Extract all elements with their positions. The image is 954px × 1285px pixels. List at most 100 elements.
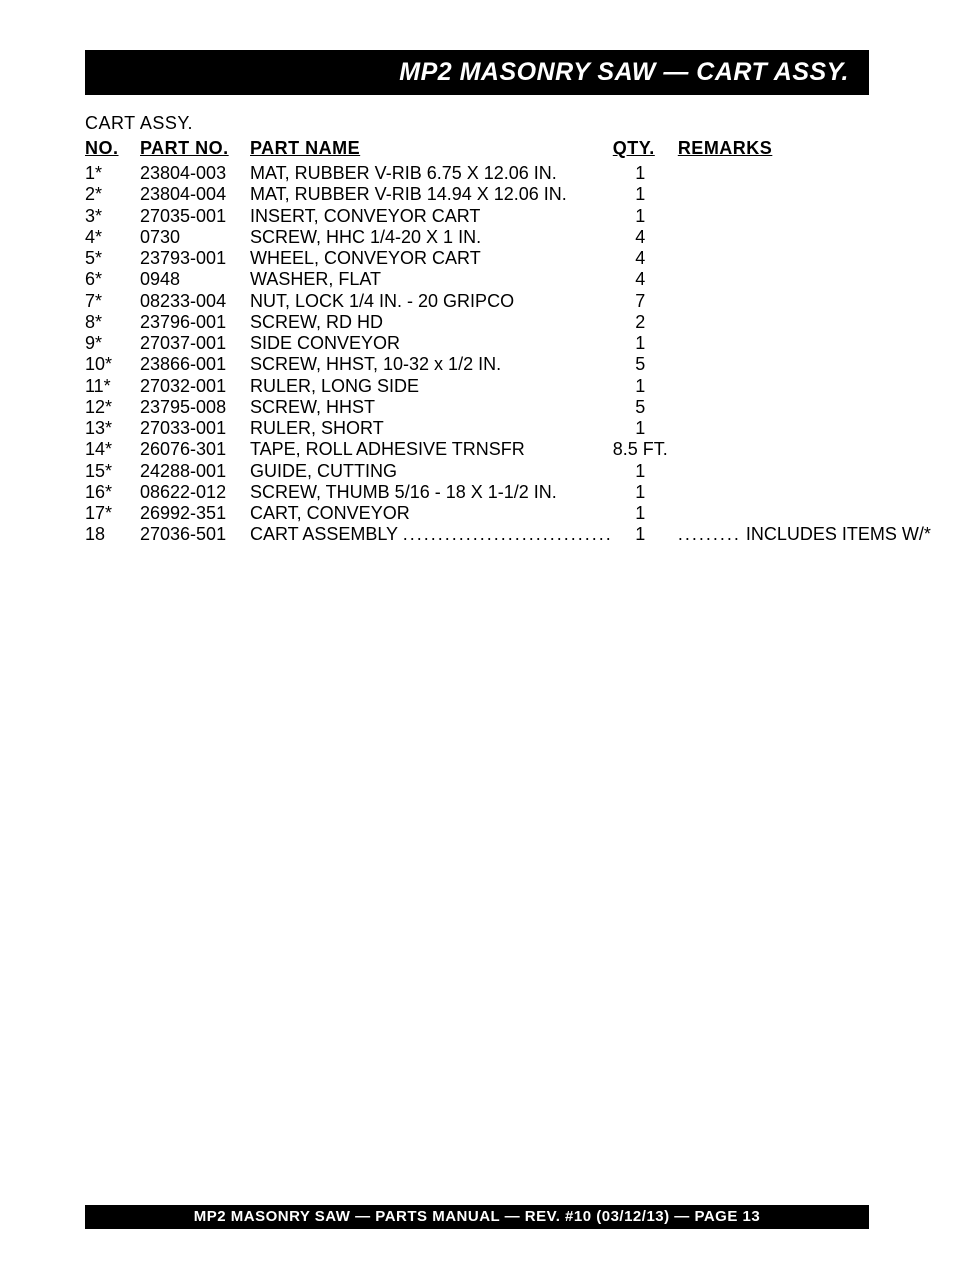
cell-qty: 4 (613, 269, 668, 290)
cell-qty: 2 (613, 312, 668, 333)
cell-name: INSERT, CONVEYOR CART (250, 206, 613, 227)
cell-remarks (668, 503, 931, 524)
cell-partno: 23804-003 (140, 163, 250, 184)
table-row: 3*27035-001INSERT, CONVEYOR CART1 (85, 206, 931, 227)
cell-name: SIDE CONVEYOR (250, 333, 613, 354)
cell-qty: 1 (613, 163, 668, 184)
cell-partno: 26992-351 (140, 503, 250, 524)
cell-partno: 27033-001 (140, 418, 250, 439)
cell-no: 18 (85, 524, 140, 545)
cell-no: 12* (85, 397, 140, 418)
cell-name: RULER, SHORT (250, 418, 613, 439)
cell-qty: 5 (613, 397, 668, 418)
cell-no: 14* (85, 439, 140, 460)
cell-name: CART, CONVEYOR (250, 503, 613, 524)
cell-remarks (668, 184, 931, 205)
dots-leader: ......... (678, 524, 741, 544)
table-row: 12*23795-008SCREW, HHST5 (85, 397, 931, 418)
cell-remarks (668, 227, 931, 248)
cell-partno: 24288-001 (140, 461, 250, 482)
dots-leader: .............................. (403, 524, 613, 544)
table-row: 15*24288-001GUIDE, CUTTING1 (85, 461, 931, 482)
cell-partno: 27036-501 (140, 524, 250, 545)
cell-qty: 5 (613, 354, 668, 375)
cell-no: 10* (85, 354, 140, 375)
cell-remarks (668, 248, 931, 269)
table-row: 9*27037-001SIDE CONVEYOR1 (85, 333, 931, 354)
cell-qty: 1 (613, 524, 668, 545)
parts-table: NO. PART NO. PART NAME QTY. REMARKS 1*23… (85, 138, 931, 545)
table-row: 1827036-501CART ASSEMBLY ...............… (85, 524, 931, 545)
table-row: 11*27032-001RULER, LONG SIDE1 (85, 376, 931, 397)
cell-name: MAT, RUBBER V-RIB 6.75 X 12.06 IN. (250, 163, 613, 184)
cell-partno: 26076-301 (140, 439, 250, 460)
footer-bar: MP2 MASONRY SAW — PARTS MANUAL — REV. #1… (85, 1205, 869, 1229)
cell-qty: 1 (613, 418, 668, 439)
table-header-row: NO. PART NO. PART NAME QTY. REMARKS (85, 138, 931, 163)
cell-no: 6* (85, 269, 140, 290)
cell-remarks (668, 312, 931, 333)
cell-remarks: ......... INCLUDES ITEMS W/* (668, 524, 931, 545)
cell-name: SCREW, HHST (250, 397, 613, 418)
cell-qty: 1 (613, 206, 668, 227)
table-row: 8*23796-001SCREW, RD HD2 (85, 312, 931, 333)
cell-no: 5* (85, 248, 140, 269)
cell-name-text: CART ASSEMBLY (250, 524, 403, 544)
table-row: 6*0948WASHER, FLAT4 (85, 269, 931, 290)
cell-qty: 8.5 FT. (613, 439, 668, 460)
cell-name: RULER, LONG SIDE (250, 376, 613, 397)
col-header-name: PART NAME (250, 138, 613, 163)
col-header-remarks: REMARKS (668, 138, 931, 163)
cell-no: 9* (85, 333, 140, 354)
cell-remarks-text: INCLUDES ITEMS W/* (741, 524, 931, 544)
cell-no: 16* (85, 482, 140, 503)
cell-no: 3* (85, 206, 140, 227)
cell-name: SCREW, HHST, 10-32 x 1/2 IN. (250, 354, 613, 375)
cell-partno: 27035-001 (140, 206, 250, 227)
table-row: 16*08622-012SCREW, THUMB 5/16 - 18 X 1-1… (85, 482, 931, 503)
cell-qty: 1 (613, 482, 668, 503)
cell-qty: 7 (613, 291, 668, 312)
cell-no: 2* (85, 184, 140, 205)
table-row: 14*26076-301TAPE, ROLL ADHESIVE TRNSFR8.… (85, 439, 931, 460)
cell-name: NUT, LOCK 1/4 IN. - 20 GRIPCO (250, 291, 613, 312)
table-row: 7*08233-004NUT, LOCK 1/4 IN. - 20 GRIPCO… (85, 291, 931, 312)
cell-remarks (668, 333, 931, 354)
cell-remarks (668, 439, 931, 460)
cell-name: TAPE, ROLL ADHESIVE TRNSFR (250, 439, 613, 460)
cell-remarks (668, 482, 931, 503)
cell-name: WHEEL, CONVEYOR CART (250, 248, 613, 269)
cell-no: 8* (85, 312, 140, 333)
cell-partno: 08622-012 (140, 482, 250, 503)
cell-remarks (668, 291, 931, 312)
cell-remarks (668, 354, 931, 375)
cell-qty: 1 (613, 376, 668, 397)
cell-name: SCREW, THUMB 5/16 - 18 X 1-1/2 IN. (250, 482, 613, 503)
cell-qty: 4 (613, 227, 668, 248)
cell-remarks (668, 206, 931, 227)
cell-partno: 27037-001 (140, 333, 250, 354)
cell-remarks (668, 269, 931, 290)
cell-partno: 0730 (140, 227, 250, 248)
cell-partno: 23804-004 (140, 184, 250, 205)
cell-partno: 08233-004 (140, 291, 250, 312)
table-row: 10*23866-001SCREW, HHST, 10-32 x 1/2 IN.… (85, 354, 931, 375)
cell-remarks (668, 397, 931, 418)
cell-name: GUIDE, CUTTING (250, 461, 613, 482)
cell-partno: 23795-008 (140, 397, 250, 418)
cell-partno: 23866-001 (140, 354, 250, 375)
cell-qty: 4 (613, 248, 668, 269)
cell-remarks (668, 418, 931, 439)
cell-no: 11* (85, 376, 140, 397)
table-row: 5*23793-001WHEEL, CONVEYOR CART4 (85, 248, 931, 269)
cell-no: 17* (85, 503, 140, 524)
table-row: 17*26992-351CART, CONVEYOR1 (85, 503, 931, 524)
section-heading: CART ASSY. (85, 113, 954, 134)
title-text: MP2 MASONRY SAW — CART ASSY. (399, 58, 849, 86)
cell-no: 4* (85, 227, 140, 248)
cell-no: 1* (85, 163, 140, 184)
cell-name: WASHER, FLAT (250, 269, 613, 290)
cell-name: MAT, RUBBER V-RIB 14.94 X 12.06 IN. (250, 184, 613, 205)
cell-name: SCREW, HHC 1/4-20 X 1 IN. (250, 227, 613, 248)
table-row: 4*0730SCREW, HHC 1/4-20 X 1 IN.4 (85, 227, 931, 248)
